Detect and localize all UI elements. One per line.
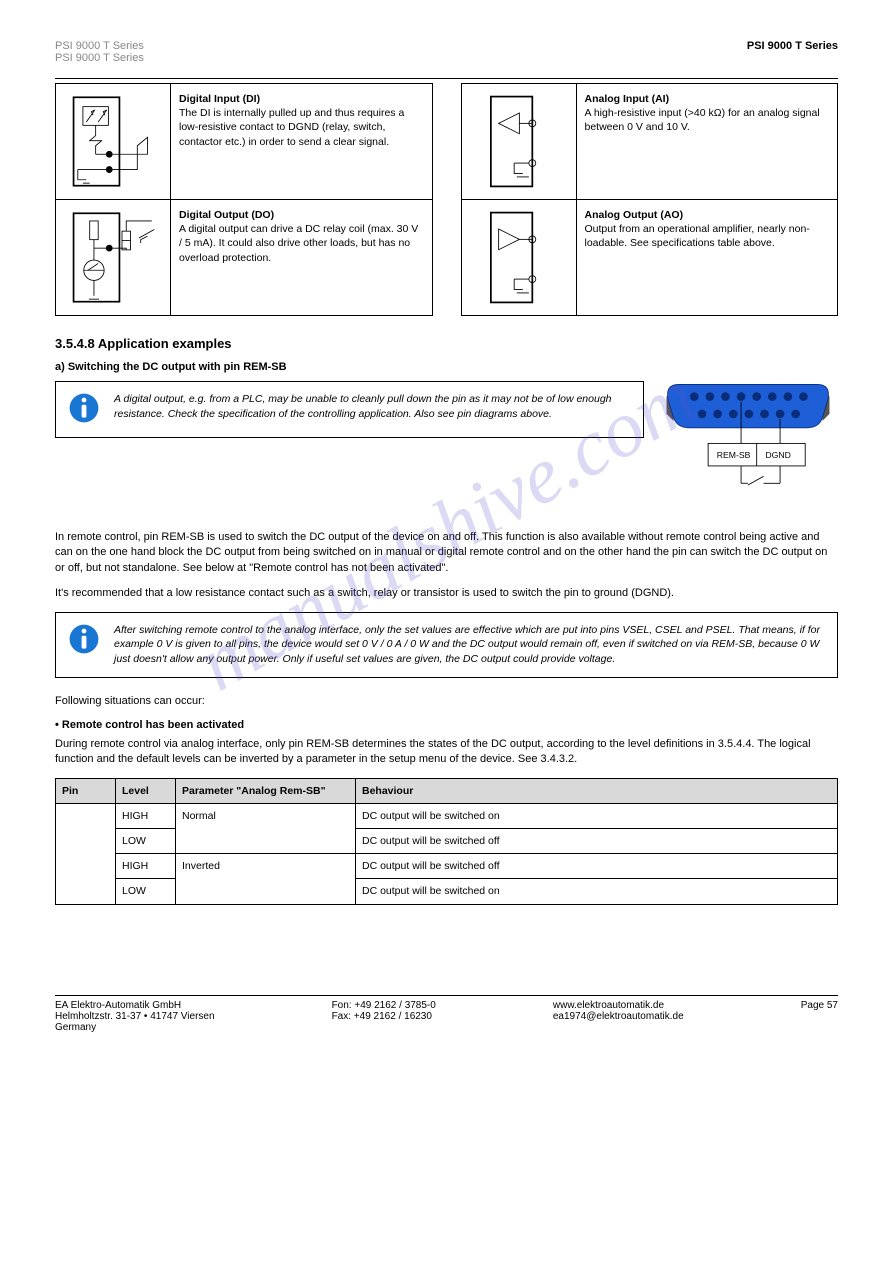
section-a-para2: In remote control, pin REM-SB is used to… xyxy=(55,530,838,576)
footer-right: www.elektroautomatik.de ea1974@elektroau… xyxy=(553,1000,684,1033)
footer-left: EA Elektro-Automatik GmbH Helmholtzstr. … xyxy=(55,1000,215,1033)
io-table-left: Digital Input (DI) The DI is internally … xyxy=(55,83,433,316)
header-left: PSI 9000 T Series PSI 9000 T Series xyxy=(55,40,144,64)
section-a-para3: It's recommended that a low resistance c… xyxy=(55,586,838,601)
footer-email: ea1974@elektroautomatik.de xyxy=(553,1011,684,1022)
di-body: The DI is internally pulled up and thus … xyxy=(179,107,404,147)
di-title: Digital Input (DI) xyxy=(179,93,260,105)
di-schematic-icon xyxy=(56,84,171,199)
io-row-ai: Analog Input (AI) A high-resistive input… xyxy=(462,84,838,200)
footer-company: EA Elektro-Automatik GmbH xyxy=(55,1000,181,1011)
example-a-title: a) Switching the DC output with pin REM-… xyxy=(55,361,838,373)
footer-fax: Fax: +49 2162 / 16230 xyxy=(332,1011,432,1022)
connector-diagram: REM-SB DGND xyxy=(658,381,838,514)
section-b-intro: Following situations can occur: xyxy=(55,694,838,709)
ao-title: Analog Output (AO) xyxy=(585,209,684,221)
cell-beh: DC output will be switched on xyxy=(356,803,838,828)
header-series-b: PSI 9000 T Series xyxy=(55,52,144,64)
ao-schematic-icon xyxy=(462,200,577,315)
ao-body: Output from an operational amplifier, ne… xyxy=(585,223,810,249)
th-level: Level xyxy=(116,778,176,803)
do-schematic-icon xyxy=(56,200,171,315)
di-text: Digital Input (DI) The DI is internally … xyxy=(171,84,432,199)
header-rule xyxy=(55,78,838,79)
cell-beh: DC output will be switched off xyxy=(356,829,838,854)
page-header: PSI 9000 T Series PSI 9000 T Series PSI … xyxy=(55,40,838,64)
info-icon xyxy=(68,392,100,427)
remsb-behaviour-table: Pin Level Parameter "Analog Rem-SB" Beha… xyxy=(55,778,838,905)
do-body: A digital output can drive a DC relay co… xyxy=(179,223,418,263)
footer-addr: Helmholtzstr. 31-37 • 41747 Viersen xyxy=(55,1011,215,1022)
io-row-do: Digital Output (DO) A digital output can… xyxy=(56,200,432,315)
footer-country: Germany xyxy=(55,1022,96,1033)
cell-param: Inverted xyxy=(176,854,356,904)
header-series-a: PSI 9000 T Series xyxy=(55,40,144,52)
conn-label-dgnd: DGND xyxy=(765,450,791,460)
cell-level: HIGH xyxy=(116,854,176,879)
page-footer: EA Elektro-Automatik GmbH Helmholtzstr. … xyxy=(55,995,838,1033)
footer-mid: Fon: +49 2162 / 3785-0 Fax: +49 2162 / 1… xyxy=(332,1000,436,1033)
note-text-a: A digital output, e.g. from a PLC, may b… xyxy=(114,392,631,421)
cell-level: LOW xyxy=(116,879,176,904)
cell-level: LOW xyxy=(116,829,176,854)
ai-schematic-icon xyxy=(462,84,577,199)
cell-level: HIGH xyxy=(116,803,176,828)
cell-pin xyxy=(56,803,116,904)
footer-url: www.elektroautomatik.de xyxy=(553,1000,664,1011)
io-table-right: Analog Input (AI) A high-resistive input… xyxy=(461,83,839,316)
cell-param: Normal xyxy=(176,803,356,853)
note-text-b: After switching remote control to the an… xyxy=(114,623,825,667)
note-box-b: After switching remote control to the an… xyxy=(55,612,838,678)
note-with-connector: A digital output, e.g. from a PLC, may b… xyxy=(55,381,838,514)
cell-beh: DC output will be switched on xyxy=(356,879,838,904)
io-summary-row: Digital Input (DI) The DI is internally … xyxy=(55,83,838,316)
cell-beh: DC output will be switched off xyxy=(356,854,838,879)
section-heading-examples: 3.5.4.8 Application examples xyxy=(55,336,838,351)
th-pin: Pin xyxy=(56,778,116,803)
conn-label-remsb: REM-SB xyxy=(717,450,751,460)
th-param: Parameter "Analog Rem-SB" xyxy=(176,778,356,803)
table-row: LOW DC output will be switched off xyxy=(56,829,838,854)
table-row: HIGH Normal DC output will be switched o… xyxy=(56,803,838,828)
header-right: PSI 9000 T Series xyxy=(747,40,838,64)
io-row-ao: Analog Output (AO) Output from an operat… xyxy=(462,200,838,315)
table-row: HIGH Inverted DC output will be switched… xyxy=(56,854,838,879)
ao-text: Analog Output (AO) Output from an operat… xyxy=(577,200,838,315)
ai-text: Analog Input (AI) A high-resistive input… xyxy=(577,84,838,199)
note-box-a: A digital output, e.g. from a PLC, may b… xyxy=(55,381,644,438)
footer-phone: Fon: +49 2162 / 3785-0 xyxy=(332,1000,436,1011)
ai-body: A high-resistive input (>40 kΩ) for an a… xyxy=(585,107,820,133)
io-row-di: Digital Input (DI) The DI is internally … xyxy=(56,84,432,200)
table-header-row: Pin Level Parameter "Analog Rem-SB" Beha… xyxy=(56,778,838,803)
section-b-para2: During remote control via analog interfa… xyxy=(55,737,838,768)
page-number: Page 57 xyxy=(801,1000,838,1033)
info-icon xyxy=(68,623,100,658)
th-behaviour: Behaviour xyxy=(356,778,838,803)
table-row: LOW DC output will be switched on xyxy=(56,879,838,904)
do-text: Digital Output (DO) A digital output can… xyxy=(171,200,432,315)
bullet-remote-activated: • Remote control has been activated xyxy=(55,719,838,731)
ai-title: Analog Input (AI) xyxy=(585,93,670,105)
do-title: Digital Output (DO) xyxy=(179,209,274,221)
